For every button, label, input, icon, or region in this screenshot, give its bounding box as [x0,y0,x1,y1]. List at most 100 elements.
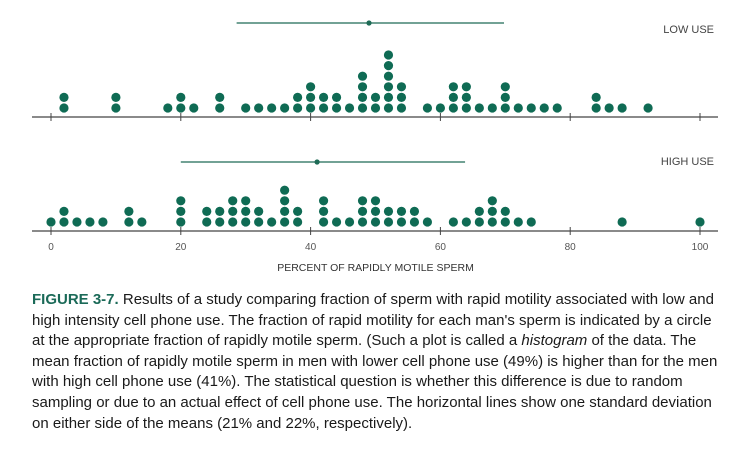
high-use-data-dot [293,217,303,227]
low-use-data-dot [487,103,497,113]
low-use-mean-point [366,20,372,26]
low-use-data-dot [318,103,329,113]
high-use-data-dot [241,206,251,216]
dot-histogram-chart: LOW USE HIGH USE 0 20 40 60 80 100 PERCENT OF RA… [32,20,718,274]
high-use-data-dot [215,217,225,227]
low-use-data-dot [215,103,225,113]
low-use-data-dot [435,103,445,113]
low-use-data-dot [176,92,186,102]
low-use-data-dot [383,82,394,92]
high-use-data-dot [267,217,277,227]
low-use-label: LOW USE [663,24,714,36]
high-use-data-dot [137,217,147,227]
low-use-data-dot [357,82,368,92]
high-use-data-dot [370,217,381,227]
low-use-data-dot [383,50,394,60]
high-use-data-dot [293,206,303,216]
high-use-data-dot [695,217,705,227]
low-use-data-dot [59,92,69,102]
low-use-data-dot [396,103,407,113]
high-use-data-dot [396,217,407,227]
low-use-data-dot [293,103,303,113]
high-use-data-dot [383,217,394,227]
high-use-data-dot [176,196,186,206]
high-use-data-dot [280,185,290,195]
high-use-data-dot [383,206,394,216]
high-use-data-dot [500,206,510,216]
low-use-data-dot [539,103,549,113]
low-use-data-dot [306,103,316,113]
high-use-data-dot [254,217,264,227]
high-use-data-dot [318,217,329,227]
x-tick-label-20: 20 [175,242,187,253]
low-use-data-dot [383,92,394,102]
high-use-data-dot [396,206,407,216]
low-use-data-dot [383,103,394,113]
low-use-data-dot [331,103,342,113]
high-use-data-dot [487,217,497,227]
high-use-data-dot [98,217,108,227]
figure-caption: FIGURE 3-7. Results of a study comparing… [32,290,722,434]
high-use-data-dot [513,217,523,227]
high-use-data-dot [241,217,251,227]
high-use-data-dot [85,217,95,227]
high-use-data-dot [487,196,497,206]
high-use-data-dot [318,206,329,216]
high-use-data-dot [59,206,69,216]
caption-italic-term: histogram [521,332,588,350]
low-use-data-dot [448,92,458,102]
low-use-data-dot [513,103,523,113]
low-use-data-dot [500,82,510,92]
low-use-data-dot [111,92,121,102]
low-use-data-dot [370,103,381,113]
low-use-data-dot [461,103,471,113]
low-use-data-dot [461,82,471,92]
high-use-data-dot [318,196,329,206]
low-use-data-dot [163,103,173,113]
low-use-data-dot [500,103,510,113]
low-use-data-dot [59,103,69,113]
high-use-data-dot [331,217,342,227]
low-use-data-dot [318,92,329,102]
high-use-data-dot [202,217,212,227]
low-use-data-dot [422,103,433,113]
high-use-data-dot [254,206,264,216]
low-use-data-dot [215,92,225,102]
low-use-data-dot [643,103,653,113]
high-use-mean-point [314,159,320,165]
high-use-data-dot [241,196,251,206]
high-use-data-dot [280,196,290,206]
low-use-data-dot [448,103,458,113]
high-use-data-dot [422,217,433,227]
low-use-data-dot [396,82,407,92]
high-use-data-dot [357,217,368,227]
low-use-data-dot [357,103,368,113]
high-use-data-dot [487,206,497,216]
high-use-data-dot [370,196,381,206]
high-use-data-dot [409,217,420,227]
x-axis-title: PERCENT OF RAPIDLY MOTILE SPERM [277,262,474,274]
high-use-data-dot [176,206,186,216]
low-use-data-dot [280,103,290,113]
low-use-data-dot [370,92,381,102]
high-use-data-dot [176,217,186,227]
low-use-data-dot [189,103,199,113]
high-use-data-dot [228,196,238,206]
high-use-data-dot [461,217,471,227]
high-use-data-dot [72,217,82,227]
high-use-data-dot [46,217,56,227]
low-use-data-dot [241,103,251,113]
low-use-data-dot [344,103,355,113]
x-tick-label-60: 60 [435,242,447,253]
high-use-data-dot [344,217,355,227]
low-use-data-dot [552,103,562,113]
low-use-data-dot [604,103,614,113]
low-use-data-dot [500,92,510,102]
high-use-data-dot [124,217,134,227]
x-tick-label-0: 0 [48,242,54,253]
low-use-data-dot [306,92,316,102]
low-use-data-dot [526,103,536,113]
caption-text-after: of the data. The mean fraction of rapidl… [32,332,718,432]
low-use-data-dot [617,103,627,113]
high-use-data-dot [617,217,627,227]
